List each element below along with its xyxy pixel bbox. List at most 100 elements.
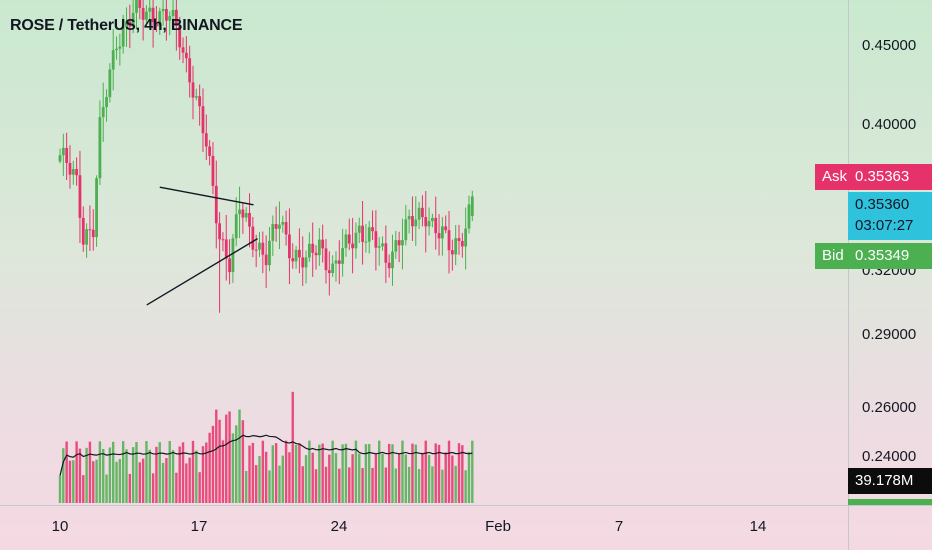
candle-body [75,169,79,176]
candle-body [381,243,384,247]
volume-bar [374,453,378,503]
candle-body [141,7,145,20]
volume-bar [221,440,225,503]
ask-label: Ask [815,164,855,190]
volume-bar [218,419,221,503]
candle-body [317,239,321,256]
candle-body [367,227,371,242]
candle-body [248,213,251,227]
volume-bar [311,452,314,503]
candle-body [101,107,105,118]
candle-body [254,249,258,251]
volume-bar [201,446,205,503]
volume-bar [148,449,151,503]
candle-body [274,224,278,229]
volume-bar [205,442,208,503]
candle-body [354,232,358,249]
trendline [146,238,258,306]
volume-bar [105,474,108,503]
volume-bar [102,448,105,503]
volume-bar [78,448,82,503]
candle-body [450,250,454,255]
volume-bar [65,441,68,503]
candle-body [174,9,178,26]
volume-bar [414,444,417,503]
candle-body [224,239,228,259]
volume-bar [314,469,318,503]
volume-bar [294,444,298,503]
candle-body [374,231,378,248]
candle-body [118,46,122,49]
volume-bar [437,444,441,503]
volume-bar [264,451,268,503]
volume-bar [268,470,271,503]
candle-body [198,96,202,107]
volume-bar [434,443,437,503]
candle-body [88,229,92,231]
candle-body [125,21,128,27]
volume-bar [471,440,474,503]
candle-body [155,22,158,27]
volume-bar [95,459,98,503]
time-tick: 10 [51,518,69,535]
candle-body [301,257,305,268]
candle-body [361,225,364,242]
candle-body [148,7,152,12]
candle-body [98,117,102,179]
candle-body [411,216,414,227]
candle-body [218,223,221,240]
candle-body [401,240,404,246]
volume-bar [348,467,351,503]
volume-bar [394,468,398,503]
symbol-title: ROSE / TetherUS, 4h, BINANCE [10,17,243,34]
volume-bar [225,414,228,503]
volume-bar [384,467,388,503]
candle-body [115,48,118,51]
candle-body [294,249,298,262]
candle-body [391,251,394,269]
time-tick: 17 [190,518,208,535]
volume-bar [175,472,178,503]
candle-body [397,240,401,246]
volume-bar [231,433,235,503]
candle-body [178,25,182,48]
candle-body [314,252,318,256]
volume-bar [112,441,115,503]
ask-price: 0.35363 [848,164,932,190]
volume-bar [401,440,404,503]
candle-body [364,241,368,243]
volume-bar [431,466,434,503]
volume-bar [188,457,191,503]
candle-body [264,254,268,266]
volume-bar [407,466,411,503]
volume-bar [281,455,284,503]
volume-bar [121,441,125,503]
candle-body [268,240,271,266]
volume-bar [245,470,248,503]
candle-body [204,133,208,147]
volume-bar [62,448,65,503]
volume-bar [454,465,457,503]
candle-body [238,209,241,215]
candle-body [278,224,281,229]
candle-body [111,50,115,70]
volume-bar [238,409,241,503]
price-axis-separator [848,0,849,550]
time-tick: 24 [330,518,348,535]
volume-bar [457,443,461,503]
candle-body [387,262,391,269]
volume-bar [411,443,414,503]
candle-body [341,248,345,264]
volume-bar [228,411,231,503]
volume-bar [334,453,338,503]
candle-body [191,82,195,98]
candle-body [307,243,311,258]
candle-body [427,221,431,227]
candle-body [417,207,421,220]
candle-body [351,243,354,249]
candle-body [181,47,185,53]
candle-body [424,217,428,227]
volume-bar [141,458,145,503]
